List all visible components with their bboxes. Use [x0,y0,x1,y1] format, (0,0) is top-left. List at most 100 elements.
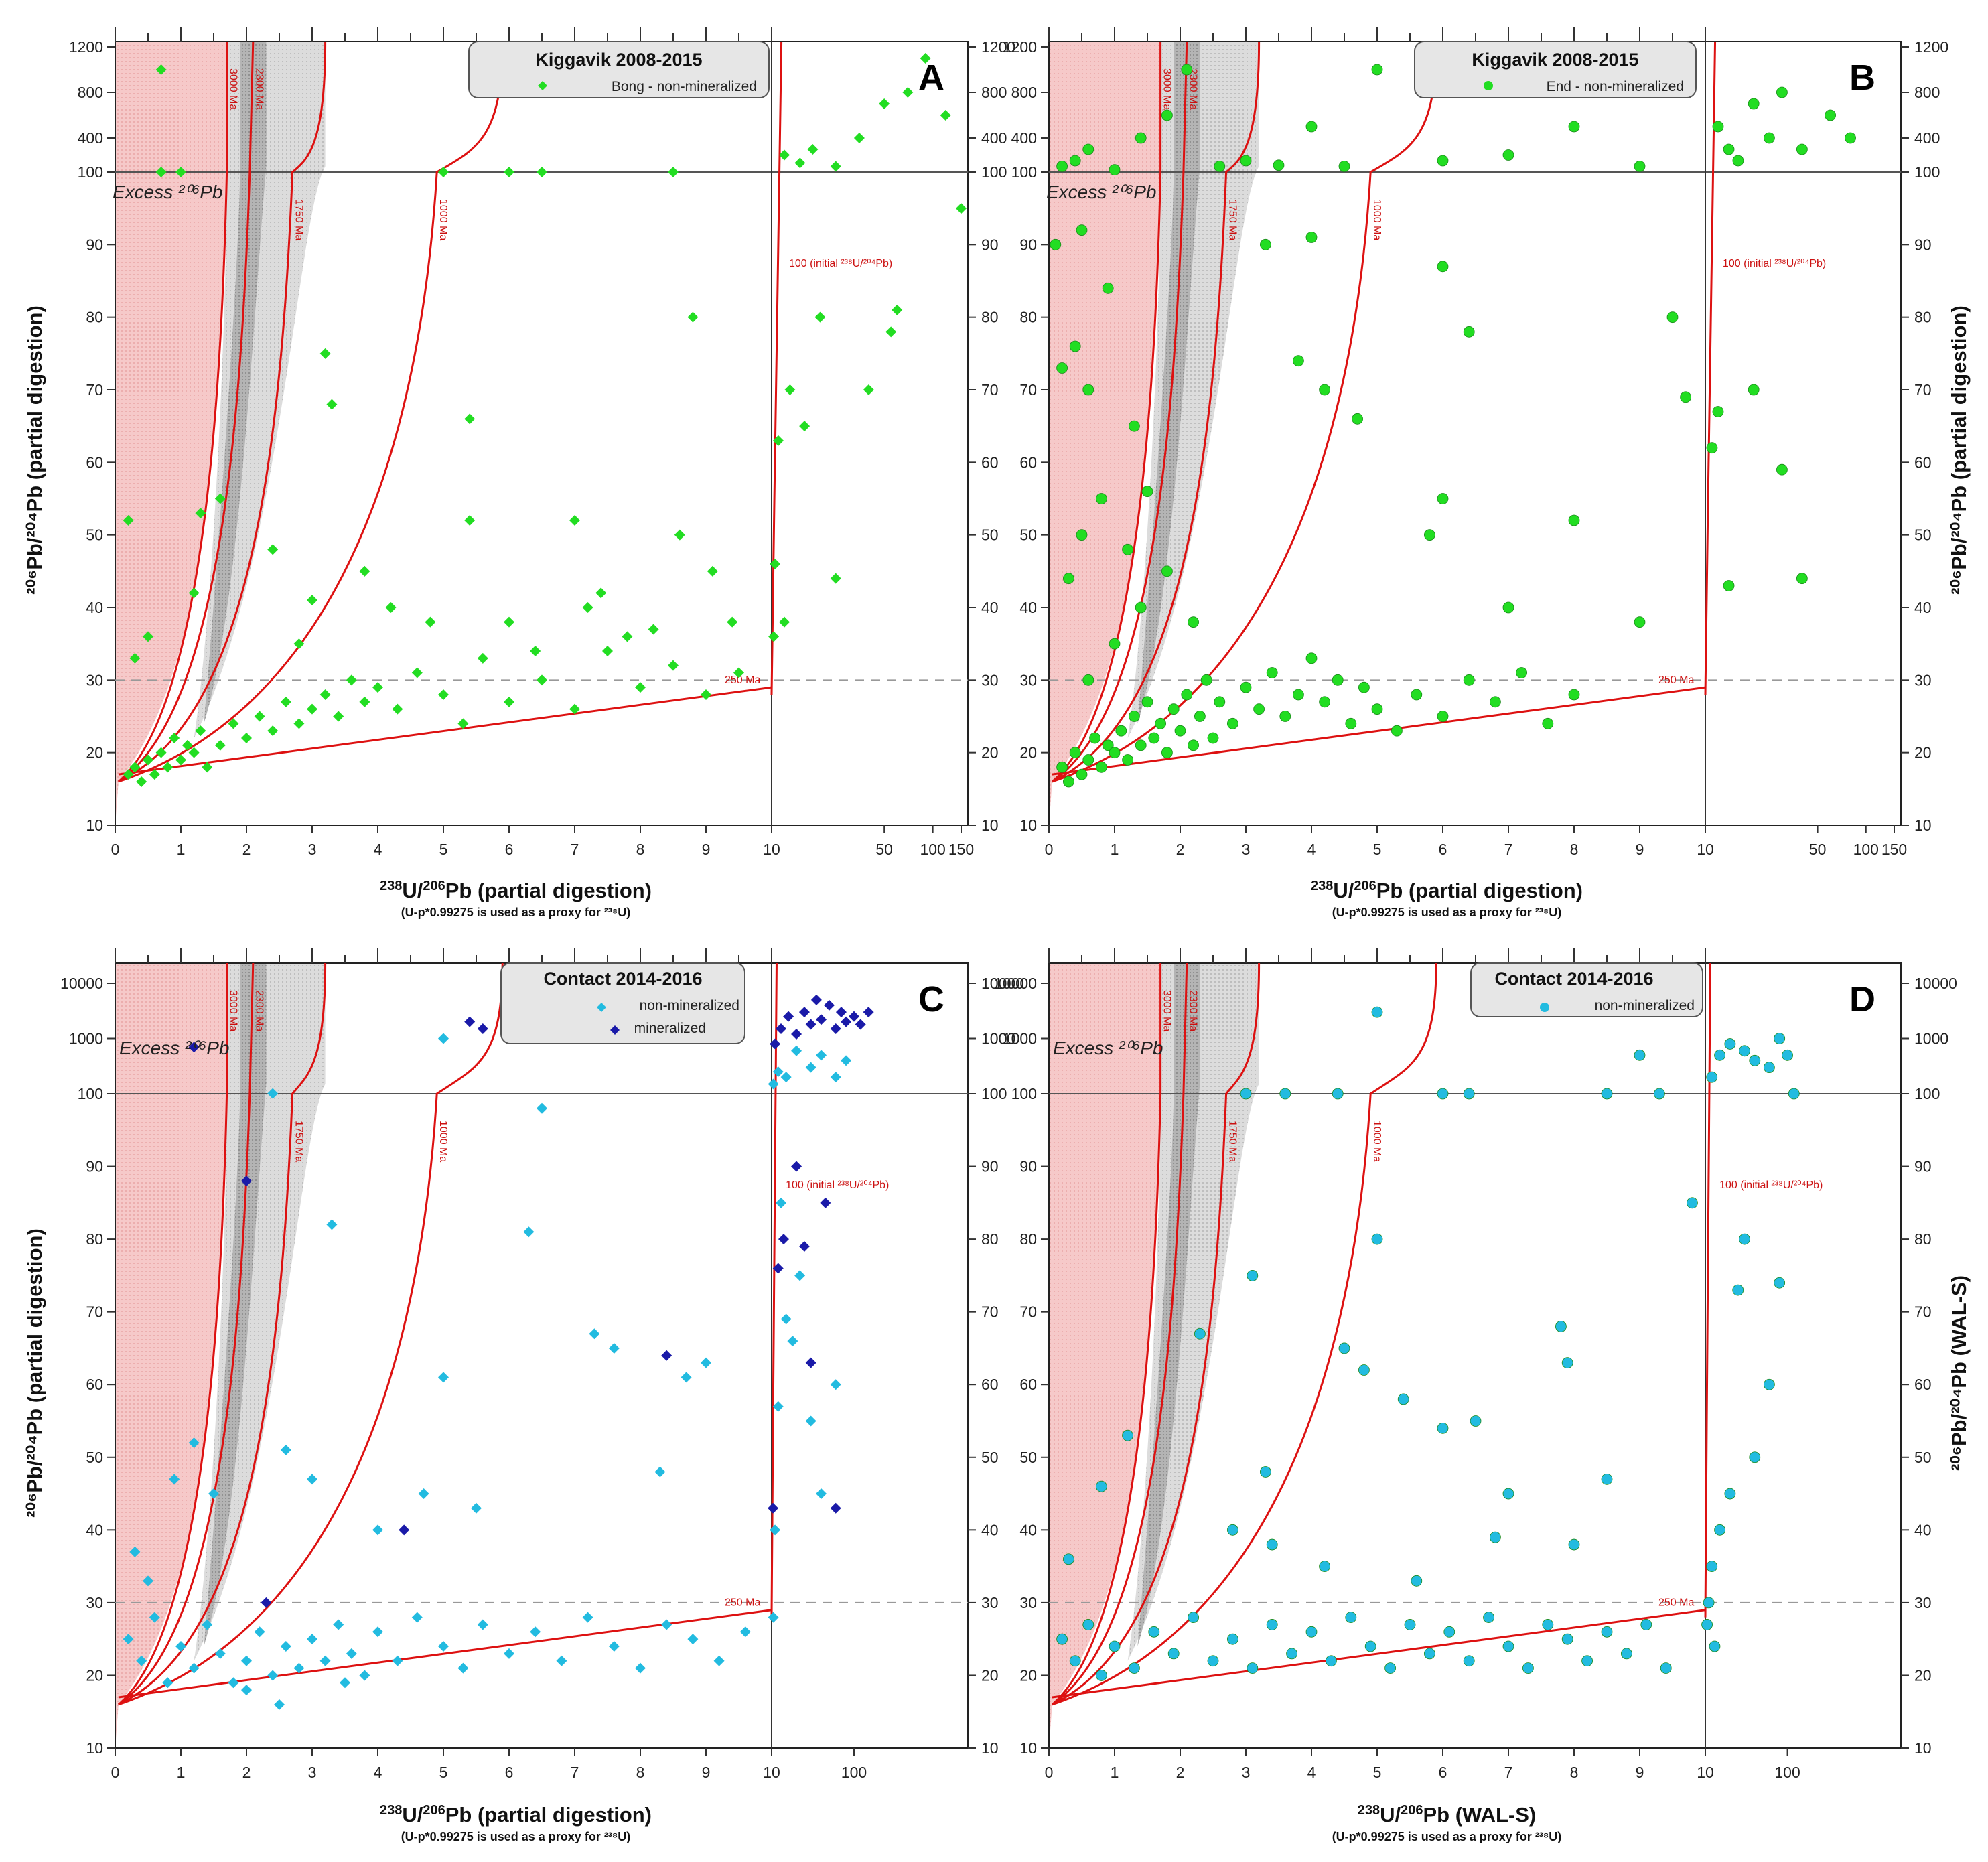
d-point-0 [1266,1538,1278,1551]
c-y-tick-label: 90 [86,1158,103,1175]
a-point-0 [188,587,200,599]
a-y-tick-label: 40 [86,599,103,616]
panel-b-y-title-right: ²⁰⁶Pb/²⁰⁴Pb (partial digestion) [1947,305,1971,595]
d-point-0 [1082,1619,1094,1630]
c-point-0 [346,1648,357,1659]
c-y-tick-label: 60 [86,1376,103,1393]
a-y-tick-label-right: 70 [981,381,999,399]
panel-a-y-title: ²⁰⁶Pb/²⁰⁴Pb (partial digestion) [23,305,46,595]
a-point-0 [188,747,200,758]
c-point-0 [830,1379,841,1390]
b-range-band-dark [1137,42,1200,724]
panel-c-x-note: (U-p*0.99275 is used as a proxy for ²³⁸U… [401,1830,631,1843]
d-x-tick-label: 10 [1697,1764,1714,1781]
c-point-0 [608,1342,620,1354]
b-x-tick-label: 3 [1242,841,1251,858]
c-point-0 [188,1437,200,1449]
b-point-0 [1181,64,1193,76]
a-curve-1750 [118,41,327,783]
d-point-0 [1463,1088,1475,1100]
b-point-0 [1437,711,1449,722]
d-x-tick-label: 2 [1176,1764,1185,1781]
b-age-label: 3000 Ma [1161,68,1173,110]
c-point-0 [780,1072,792,1083]
b-y-tick-label-right: 800 [1914,84,1940,101]
panel-d-excess-label: Excess ²⁰⁶Pb [1053,1037,1163,1058]
d-age-label: 2300 Ma [1188,990,1199,1031]
a-x-tick-label: 150 [948,841,974,858]
a-x-tick-label: 50 [875,841,893,858]
a-y-tick-label: 800 [78,84,103,101]
d-curve-1750 [1052,962,1261,1706]
panel-b-legend-title: Kiggavik 2008-2015 [1472,50,1638,70]
panel-d-legend-box [1470,962,1703,1017]
d-point-0 [1305,1626,1318,1638]
d-point-0 [1423,1648,1435,1660]
d-point-0 [1096,1670,1107,1681]
d-y-tick-label: 50 [1019,1449,1037,1466]
panel-a-x-title: 238U/206Pb (partial digestion) [380,879,652,902]
c-point-1 [816,1014,827,1025]
a-point-0 [359,565,370,577]
c-point-0 [202,1619,213,1630]
d-point-0 [1470,1415,1482,1427]
c-x-tick-label: 9 [702,1764,711,1781]
b-point-0 [1050,238,1062,250]
d-y-tick-label-right: 10000 [1914,975,1957,992]
a-y-tick-label-right: 100 [981,163,1007,181]
d-y-tick-label: 60 [1019,1376,1037,1393]
c-point-1 [805,1357,816,1368]
c-age-label-250: 250 Ma [725,1597,760,1609]
d-y-tick-label: 20 [1019,1666,1037,1684]
d-point-0 [1701,1619,1713,1630]
c-point-1 [772,1263,784,1274]
a-point-0 [169,733,180,743]
c-y-tick-label-right: 60 [981,1376,999,1393]
c-point-0 [411,1612,423,1623]
b-point-0 [1634,161,1646,172]
a-point-0 [228,718,239,729]
d-point-0 [1522,1662,1534,1674]
a-point-0 [779,616,790,628]
c-legend-marker-1 [610,1025,620,1035]
a-point-0 [143,754,153,766]
c-y-tick-label-right: 30 [981,1594,999,1612]
b-y-tick-label: 90 [1019,236,1037,253]
c-point-0 [175,1641,186,1652]
panel-d-legend-title: Contact 2014-2016 [1494,969,1653,989]
b-point-0 [1260,238,1271,250]
panel-b-letter: B [1849,58,1875,98]
d-point-0 [1326,1655,1337,1667]
b-point-0 [1371,64,1383,76]
d-x-tick-label: 8 [1570,1764,1579,1781]
d-x-tick-label: 100 [1774,1764,1800,1781]
b-age-label: 2300 Ma [1188,68,1199,110]
a-point-0 [674,529,685,541]
b-point-0 [1352,413,1363,425]
a-age-label: 3000 Ma [228,68,239,110]
b-point-0 [1096,761,1107,773]
d-point-0 [1411,1575,1423,1587]
panel-c: 3000 Ma 2300 Ma 1750 Ma 1000 Ma 250 Ma 100 (i… [23,948,1024,1843]
a-point-0 [504,696,514,707]
c-point-1 [776,1023,787,1034]
d-excess-region [1049,963,1161,1748]
a-point-0 [772,435,784,446]
c-point-0 [772,1401,784,1412]
a-point-0 [195,508,206,519]
d-y-tick-label: 90 [1019,1158,1037,1175]
d-initial-label: 100 (initial ²³⁸U/²⁰⁴Pb) [1719,1179,1823,1191]
d-point-0 [1724,1488,1736,1500]
d-point-0 [1384,1662,1397,1674]
a-y-tick-label-right: 800 [981,84,1007,101]
c-point-1 [241,1175,252,1187]
d-point-0 [1397,1393,1409,1405]
d-point-0 [1345,1612,1357,1624]
a-point-0 [622,631,633,642]
b-age-label-250: 250 Ma [1658,674,1694,686]
c-point-0 [307,1474,317,1485]
d-point-0 [1601,1626,1613,1638]
c-point-0 [608,1641,620,1652]
panel-a-excess-label: Excess ²⁰⁶Pb [113,182,222,202]
a-curve-initial [770,41,783,695]
